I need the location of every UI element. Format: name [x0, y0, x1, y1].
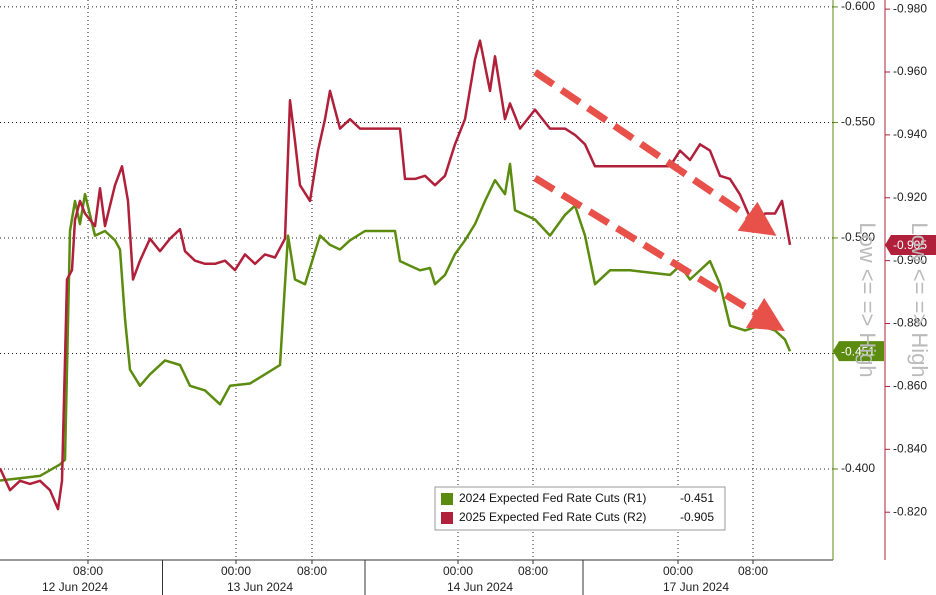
- y-tick-label: -0.600: [841, 0, 875, 13]
- legend-swatch: [441, 493, 453, 505]
- day-label: 12 Jun 2024: [42, 580, 108, 594]
- y2-tick-label: -0.860: [893, 379, 927, 393]
- trend-arrow: [533, 175, 785, 332]
- value-tag-label: -0.451: [841, 344, 875, 358]
- y-tick-label: -0.400: [841, 461, 875, 475]
- x-tick-label: 08:00: [518, 564, 548, 578]
- y2-tick-label: -0.920: [893, 190, 927, 204]
- value-tag-label: -0.905: [893, 238, 927, 252]
- plot: [0, 39, 792, 511]
- x-tick-label: 00:00: [443, 564, 473, 578]
- legend-box: [434, 486, 726, 531]
- y2-tick-label: -0.980: [893, 1, 927, 15]
- x-tick-label: 00:00: [663, 564, 693, 578]
- x-tick-label: 08:00: [73, 564, 103, 578]
- value-tag: [885, 234, 936, 255]
- y-tick-label: -0.500: [841, 230, 875, 244]
- y-tick-label: -0.550: [841, 115, 875, 129]
- legend-swatch: [441, 512, 453, 524]
- y2-tick-label: -0.940: [893, 127, 927, 141]
- day-label: 17 Jun 2024: [663, 580, 729, 594]
- series-line: [0, 39, 792, 511]
- x-tick-label: 08:00: [738, 564, 768, 578]
- legend-value: -0.905: [680, 510, 714, 524]
- grid: [0, 0, 833, 560]
- day-label: 13 Jun 2024: [227, 580, 293, 594]
- x-tick-label: 00:00: [221, 564, 251, 578]
- y2-tick-label: -0.820: [893, 504, 927, 518]
- trend-arrow: [533, 69, 777, 236]
- value-tag: [833, 341, 884, 362]
- y2-axis-label: Low <= => High: [907, 222, 932, 377]
- y-axis-label: Low <= => High: [855, 222, 880, 377]
- x-tick-label: 08:00: [297, 564, 327, 578]
- day-label: 14 Jun 2024: [447, 580, 513, 594]
- legend-label: 2024 Expected Fed Rate Cuts (R1): [459, 491, 646, 505]
- y2-tick-label: -0.900: [893, 253, 927, 267]
- legend: 2024 Expected Fed Rate Cuts (R1) -0.451 20…: [434, 486, 726, 531]
- legend-value: -0.451: [680, 491, 714, 505]
- y2-tick-label: -0.880: [893, 316, 927, 330]
- y2-tick-label: -0.840: [893, 441, 927, 455]
- legend-label: 2025 Expected Fed Rate Cuts (R2): [459, 510, 646, 524]
- series-line: [0, 162, 792, 482]
- y2-tick-label: -0.960: [893, 64, 927, 78]
